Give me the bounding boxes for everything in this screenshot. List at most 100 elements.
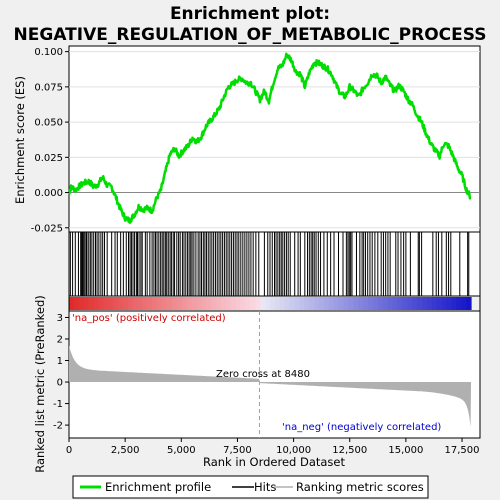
color-bar-segment <box>142 297 149 310</box>
color-bar-segment <box>93 297 100 310</box>
color-bar-segment <box>451 297 457 310</box>
color-bar-segment <box>250 297 256 310</box>
color-bar-segment <box>314 297 320 310</box>
color-bar-segment <box>69 297 75 310</box>
color-bar-segment <box>147 297 153 310</box>
color-bar-segment <box>328 297 335 310</box>
hit-marks <box>69 232 470 296</box>
color-bar-segment <box>309 297 315 310</box>
metric-y-axis: 3 2 1 0 -1 -2 <box>53 313 69 432</box>
color-bar-segment <box>171 297 178 310</box>
color-bar-segment <box>466 297 472 310</box>
color-bar-segment <box>412 297 418 310</box>
color-bar-segment <box>387 297 394 310</box>
ranking-color-bar <box>69 297 472 310</box>
color-bar-segment <box>152 297 158 310</box>
metric-y-tick-label: 1 <box>57 356 63 367</box>
es-y-label: Enrichment score (ES) <box>13 76 27 204</box>
es-y-tick-label: 0.025 <box>34 153 63 164</box>
color-bar-segment <box>431 297 438 310</box>
color-bar-segment <box>201 297 207 310</box>
color-bar-segment <box>122 297 129 310</box>
color-bar-segment <box>191 297 198 310</box>
color-bar-segment <box>162 297 168 310</box>
color-bar-segment <box>127 297 134 310</box>
color-bar-segment <box>338 297 345 310</box>
color-bar-segment <box>461 297 467 310</box>
color-bar-segment <box>392 297 399 310</box>
neg-correlated-label: 'na_neg' (negatively correlated) <box>282 422 441 433</box>
legend-hits-label: Hits <box>254 480 276 494</box>
color-bar-segment <box>358 297 364 310</box>
color-bar-segment <box>230 297 237 310</box>
color-bar-segment <box>220 297 227 310</box>
color-bar-segment <box>294 297 301 310</box>
color-bar-segment <box>407 297 413 310</box>
chart-title-line2: NEGATIVE_REGULATION_OF_METABOLIC_PROCESS <box>14 25 487 45</box>
color-bar-segment <box>88 297 95 310</box>
metric-y-tick-label: 0 <box>57 378 63 389</box>
color-bar-segment <box>333 297 340 310</box>
color-bar-segment <box>363 297 369 310</box>
color-bar-segment <box>265 297 271 310</box>
es-panel <box>68 45 481 233</box>
color-bar-segment <box>206 297 212 310</box>
color-bar-segment <box>279 297 286 310</box>
color-bar-segment <box>319 297 325 310</box>
color-bar-segment <box>289 297 296 310</box>
x-axis-label: Rank in Ordered Dataset <box>203 455 346 469</box>
x-tick-label: 10,000 <box>276 445 311 456</box>
color-bar-segment <box>196 297 202 310</box>
color-bar-segment <box>211 297 217 310</box>
color-bar-segment <box>323 297 330 310</box>
color-bar-segment <box>181 297 188 310</box>
chart-title-line1: Enrichment plot: <box>170 4 330 24</box>
color-bar-segment <box>157 297 163 310</box>
metric-y-tick-label: -2 <box>53 421 63 432</box>
color-bar-segment <box>402 297 408 310</box>
color-bar-segment <box>397 297 403 310</box>
color-bar-segment <box>108 297 114 310</box>
color-bar-segment <box>78 297 85 310</box>
color-bar-segment <box>167 297 173 310</box>
color-bar-segment <box>113 297 119 310</box>
es-y-axis: 0.100 0.075 0.050 0.025 0.000 -0.025 <box>31 47 69 234</box>
color-bar-segment <box>186 297 193 310</box>
color-bar-segment <box>417 297 423 310</box>
color-bar-segment <box>103 297 109 310</box>
es-y-tick-label: 0.100 <box>34 47 63 58</box>
pos-correlated-label: 'na_pos' (positively correlated) <box>72 313 226 324</box>
color-bar-segment <box>137 297 144 310</box>
color-bar-segment <box>299 297 305 310</box>
color-bar-segment <box>436 297 443 310</box>
color-bar-segment <box>441 297 448 310</box>
x-tick-label: 5,000 <box>167 445 196 456</box>
x-tick-label: 15,000 <box>388 445 423 456</box>
es-y-tick-label: 0.050 <box>34 118 63 129</box>
zero-cross-label: Zero cross at 8480 <box>216 369 310 380</box>
color-bar-segment <box>73 297 80 310</box>
color-bar-segment <box>304 297 310 310</box>
color-bar-segment <box>235 297 242 310</box>
color-bar-segment <box>118 297 124 310</box>
color-bar-segment <box>372 297 379 310</box>
x-tick-label: 2,500 <box>111 445 140 456</box>
es-y-tick-label: 0.075 <box>34 82 63 93</box>
color-bar-segment <box>446 297 453 310</box>
color-bar-segment <box>377 297 384 310</box>
color-bar-segment <box>426 297 433 310</box>
color-bar-segment <box>260 297 266 310</box>
color-bar-segment <box>225 297 232 310</box>
color-bar-segment <box>176 297 183 310</box>
color-bar-segment <box>368 297 374 310</box>
metric-y-tick-label: 3 <box>57 313 63 324</box>
legend-metric-label: Ranking metric scores <box>296 480 424 494</box>
x-tick-label: 7,500 <box>223 445 252 456</box>
color-bar-segment <box>270 297 276 310</box>
x-tick-label: 12,500 <box>332 445 367 456</box>
metric-y-label: Ranked list metric (PreRanked) <box>33 295 47 473</box>
color-bar-segment <box>274 297 281 310</box>
color-bar-segment <box>132 297 139 310</box>
es-y-tick-label: 0.000 <box>34 188 63 199</box>
